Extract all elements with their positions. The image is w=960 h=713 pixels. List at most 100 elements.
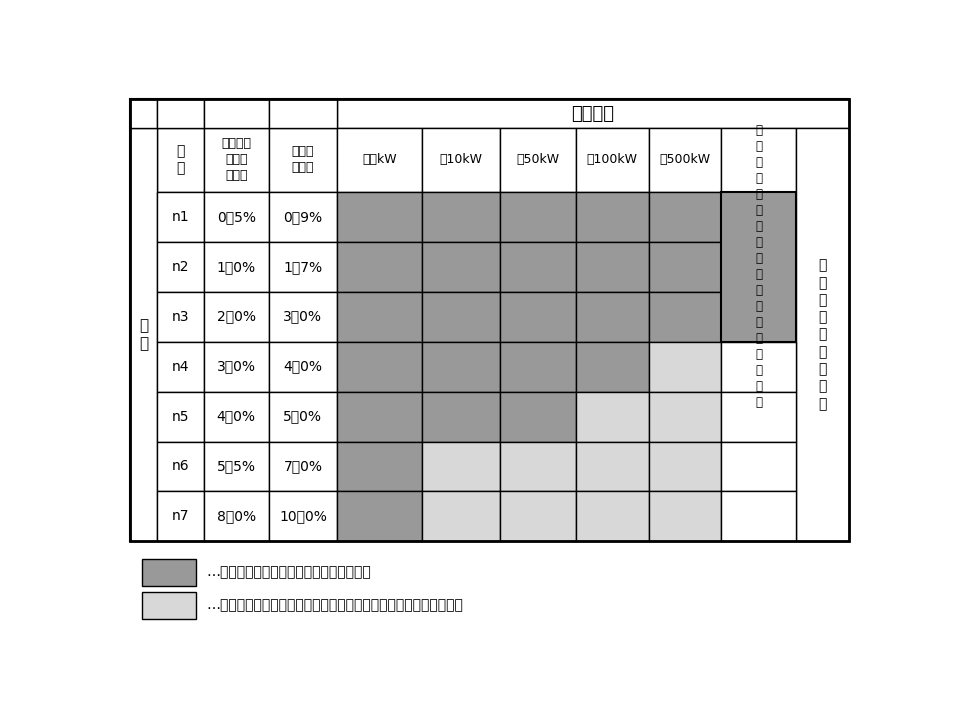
Text: n4: n4 [172, 359, 189, 374]
Bar [204, 99, 269, 128]
Bar [500, 391, 576, 441]
Bar [576, 242, 649, 292]
Bar [576, 128, 649, 192]
Bar [337, 128, 422, 192]
Text: 0．5%: 0．5% [217, 210, 255, 224]
Bar [337, 391, 422, 441]
Text: …範囲Ｂ：届出者が追加の条件を満たすことで選択可能となる範囲: …範囲Ｂ：届出者が追加の条件を満たすことで選択可能となる範囲 [206, 599, 464, 612]
Bar [422, 242, 500, 292]
Bar [337, 242, 422, 292]
Bar [204, 441, 269, 491]
Bar [500, 491, 576, 541]
Bar [157, 242, 204, 292]
Bar [130, 99, 849, 541]
Bar [500, 242, 576, 292]
Bar [721, 342, 796, 391]
Bar [422, 391, 500, 441]
Text: ～100kW: ～100kW [587, 153, 637, 166]
Bar [157, 192, 204, 242]
Bar [204, 192, 269, 242]
Bar [157, 441, 204, 491]
Bar [649, 292, 721, 342]
Bar [649, 342, 721, 391]
Bar [204, 391, 269, 441]
Bar [422, 192, 500, 242]
Text: 0．9%: 0．9% [283, 210, 323, 224]
Bar [576, 192, 649, 242]
Bar [269, 342, 337, 391]
Bar [157, 342, 204, 391]
Bar [721, 441, 796, 491]
Bar [337, 342, 422, 391]
Bar [269, 441, 337, 491]
Bar [422, 128, 500, 192]
Text: 5．5%: 5．5% [217, 459, 255, 473]
Bar [204, 242, 269, 292]
Bar [576, 491, 649, 541]
Bar [422, 491, 500, 541]
Text: 3．0%: 3．0% [283, 309, 323, 324]
Text: 3．0%: 3．0% [217, 359, 255, 374]
Bar [649, 441, 721, 491]
Text: n2: n2 [172, 260, 189, 274]
Bar [269, 192, 337, 242]
Bar [269, 99, 337, 128]
Bar [796, 128, 849, 541]
Bar [500, 441, 576, 491]
Text: ～50kW: ～50kW [516, 153, 560, 166]
Bar [130, 99, 337, 128]
Bar [269, 491, 337, 541]
Bar [157, 128, 204, 192]
Bar [500, 292, 576, 342]
Bar [500, 192, 576, 242]
Text: n1: n1 [172, 210, 189, 224]
Bar [157, 491, 204, 541]
Bar [649, 391, 721, 441]
Text: ～４kW: ～４kW [362, 153, 396, 166]
Bar [337, 99, 849, 128]
Text: 一
般
送
配
電
事
業
者
の
送
電
網
を
介
し
た
取
引: 一 般 送 配 電 事 業 者 の 送 電 網 を 介 し た 取 引 [756, 124, 762, 409]
Text: 取引規模: 取引規模 [571, 105, 614, 123]
Bar [142, 593, 196, 619]
Text: n3: n3 [172, 309, 189, 324]
Bar [204, 342, 269, 391]
Bar [649, 242, 721, 292]
Text: ～500kW: ～500kW [660, 153, 710, 166]
Bar [130, 128, 157, 541]
Bar [204, 128, 269, 192]
Bar [157, 391, 204, 441]
Text: n6: n6 [172, 459, 189, 473]
Text: 1．0%: 1．0% [217, 260, 255, 274]
Bar [269, 242, 337, 292]
Text: 5．0%: 5．0% [283, 409, 323, 424]
Bar [721, 391, 796, 441]
Bar [269, 292, 337, 342]
Text: n5: n5 [172, 409, 189, 424]
Bar [337, 192, 422, 242]
Bar [576, 391, 649, 441]
Bar [337, 491, 422, 541]
Text: 10．0%: 10．0% [279, 509, 326, 523]
Text: 4．0%: 4．0% [283, 359, 323, 374]
Text: …範囲Ａ：届出者が任意で選択可能な範囲: …範囲Ａ：届出者が任意で選択可能な範囲 [206, 565, 372, 580]
Text: ～10kW: ～10kW [440, 153, 483, 166]
Text: 需
要
場
所
で
行
う
取
引: 需 要 場 所 で 行 う 取 引 [818, 258, 827, 411]
Bar [649, 192, 721, 242]
Bar [337, 441, 422, 491]
Text: 7．0%: 7．0% [283, 459, 323, 473]
Bar [422, 342, 500, 391]
Bar [269, 391, 337, 441]
Bar [721, 491, 796, 541]
Bar [576, 342, 649, 391]
Bar [649, 128, 721, 192]
Text: 2．0%: 2．0% [217, 309, 255, 324]
Bar [269, 128, 337, 192]
Bar [721, 128, 796, 192]
Text: n7: n7 [172, 509, 189, 523]
Bar [130, 99, 849, 541]
Bar [500, 128, 576, 192]
Bar [500, 342, 576, 391]
Bar [422, 292, 500, 342]
Text: 1．7%: 1．7% [283, 260, 323, 274]
Bar [204, 491, 269, 541]
